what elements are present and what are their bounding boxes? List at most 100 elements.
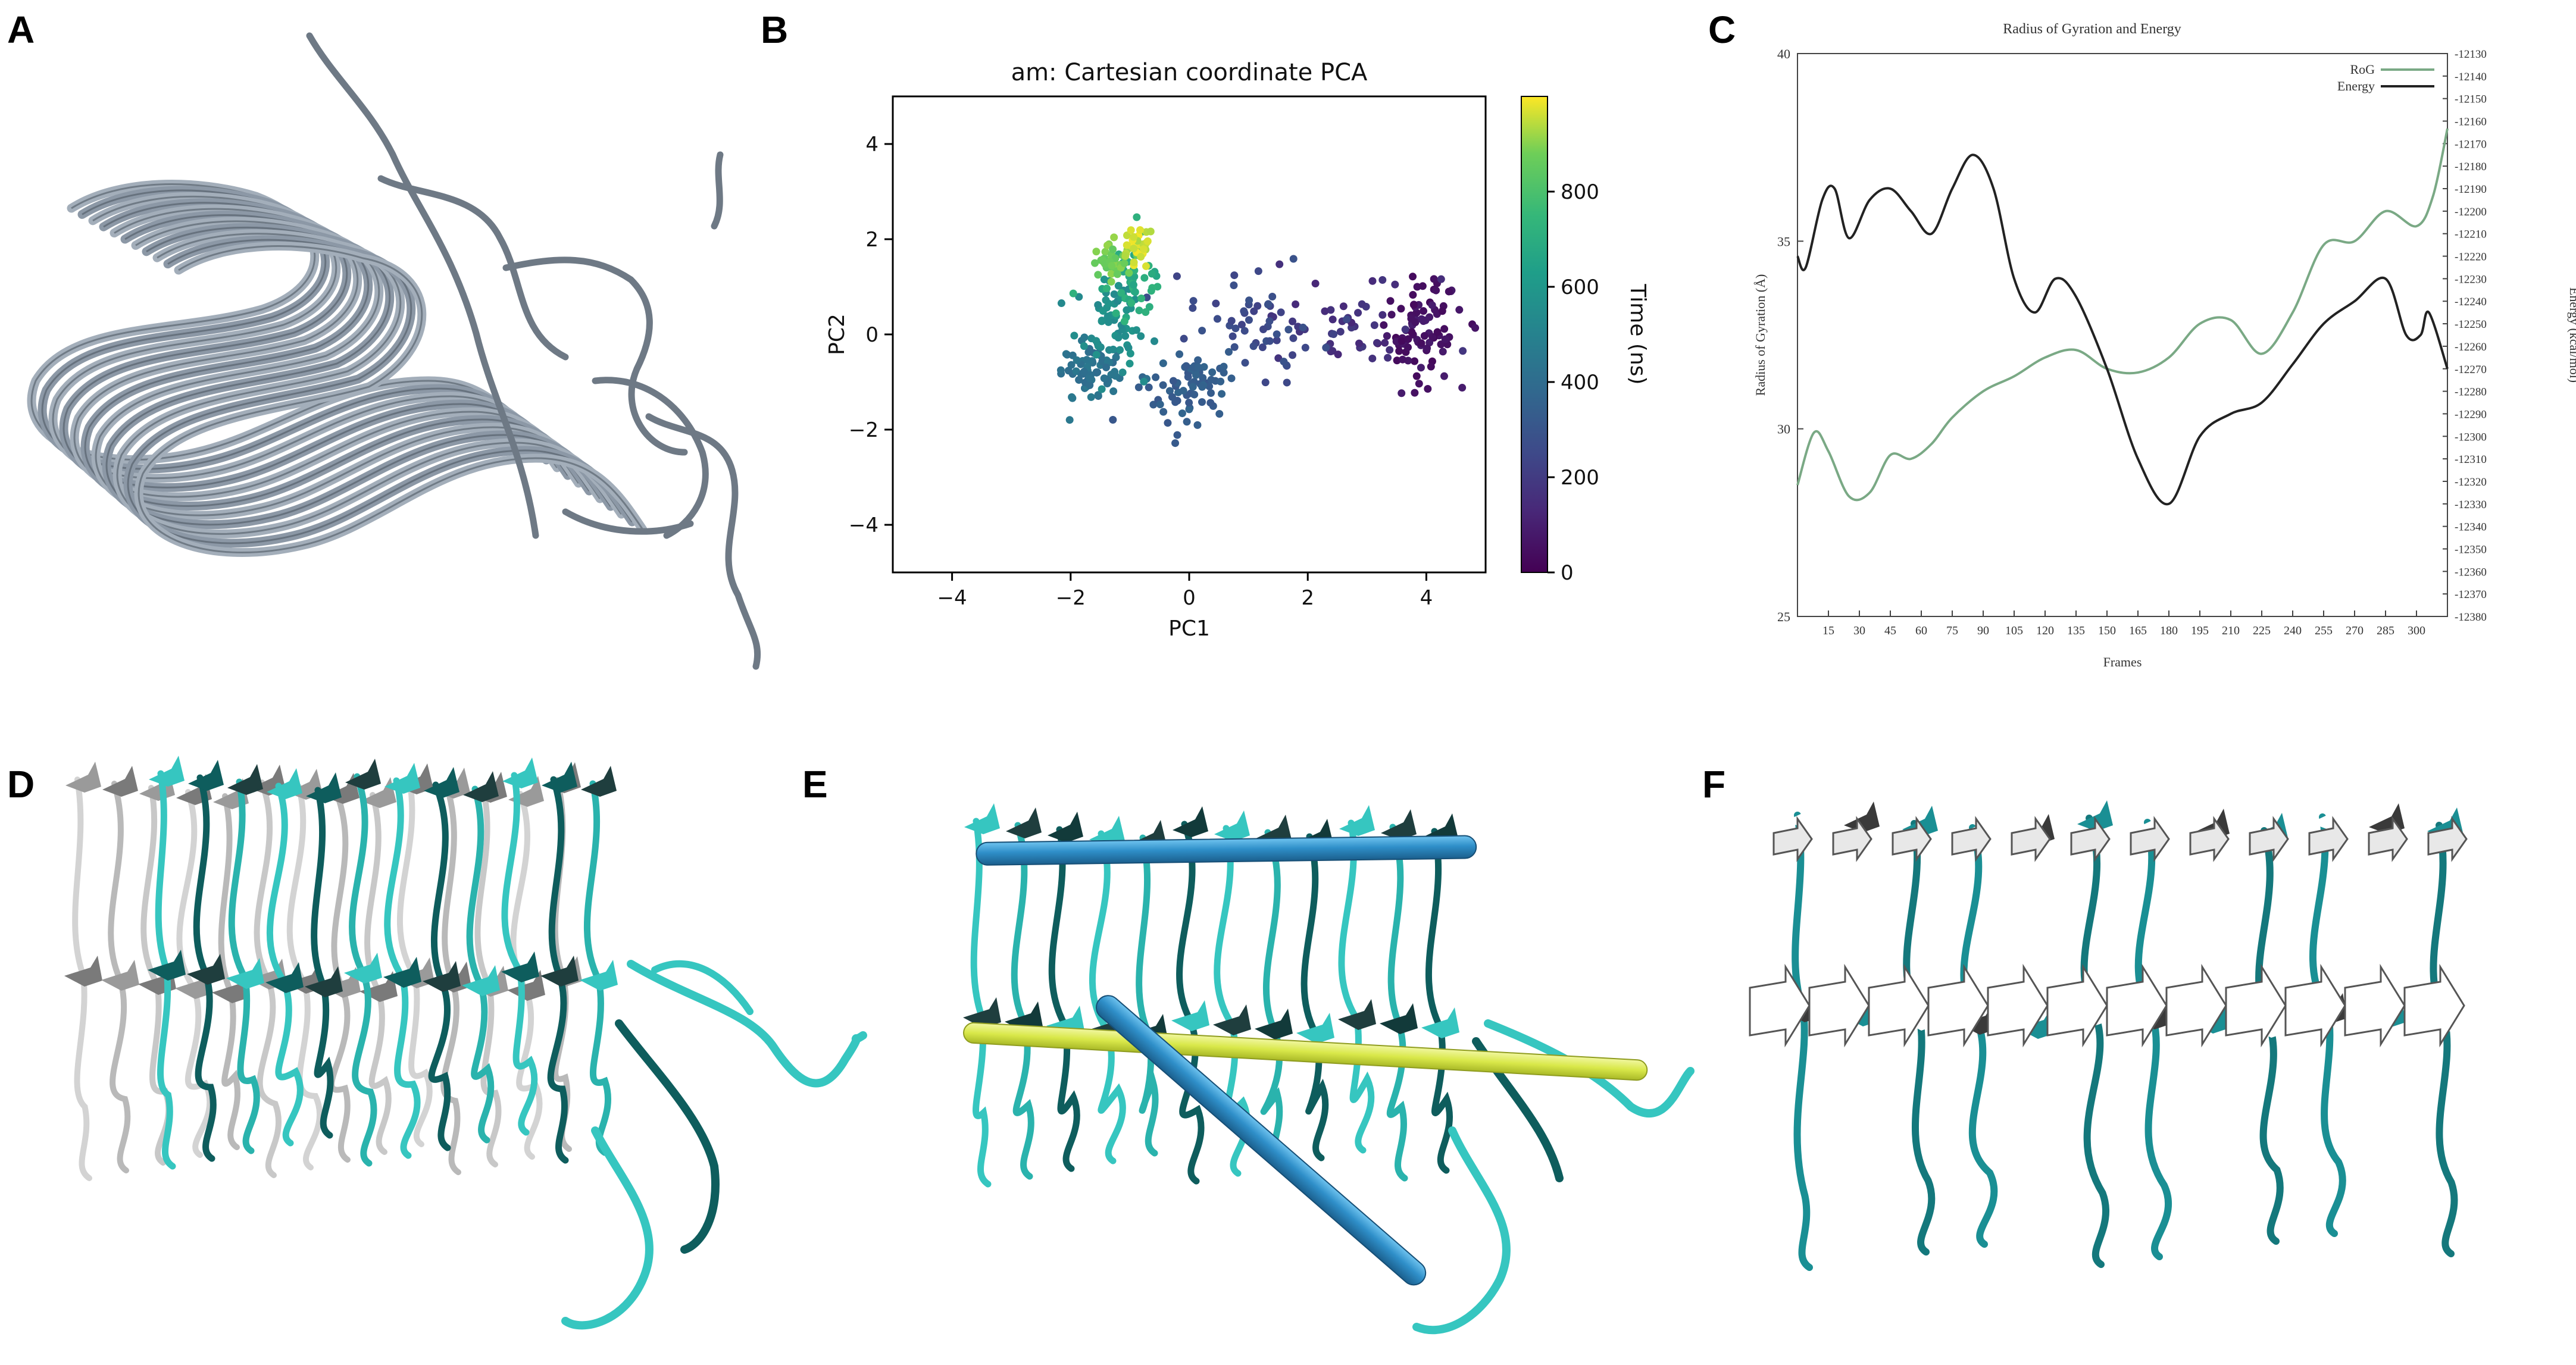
rog-x-tick-label: 15 (1822, 624, 1834, 637)
energy-y-tick-label: -12130 (2455, 48, 2487, 61)
pca-point (1206, 389, 1215, 397)
energy-y-tick-label: -12230 (2455, 273, 2487, 286)
beta-arrow (502, 757, 538, 788)
pca-point (1330, 330, 1338, 339)
pca-point (1148, 270, 1156, 278)
pca-point (1176, 350, 1184, 358)
pca-point (1133, 213, 1141, 221)
pca-point (1131, 288, 1139, 296)
pca-point (1206, 399, 1215, 407)
beta-arrow (1048, 812, 1083, 843)
beta-arrow (175, 968, 213, 999)
strand (474, 787, 502, 1167)
energy-y-tick-label: -12180 (2455, 161, 2487, 173)
energy-y-tick-label: -12340 (2455, 521, 2487, 534)
beta-arrow (1255, 1009, 1293, 1040)
pca-point (1224, 347, 1233, 356)
beta-arrow (212, 972, 250, 1003)
pca-point (1311, 280, 1320, 288)
pca-point (1198, 327, 1206, 335)
pca-point (1213, 315, 1221, 323)
white-beta-arrow (2046, 963, 2108, 1048)
pca-point (1427, 362, 1435, 371)
pca-point (1100, 374, 1108, 383)
colorbar-tick-label: 800 (1561, 180, 1599, 204)
white-beta-arrow (2070, 816, 2111, 862)
pca-point (1420, 331, 1428, 340)
pca-point (1408, 328, 1416, 336)
pca-point (1094, 300, 1102, 309)
pca-point (1183, 418, 1191, 426)
pca-point (1264, 300, 1273, 308)
pca-point (1137, 294, 1146, 302)
pca-point (1080, 333, 1089, 342)
strand (1792, 812, 1813, 1271)
beta-arrow (306, 772, 342, 803)
energy-y-tick-label: -12190 (2455, 183, 2487, 196)
white-beta-arrow (2284, 963, 2346, 1048)
pca-point (1102, 296, 1110, 304)
beta-arrow (187, 954, 225, 985)
pca-point (1199, 374, 1207, 382)
rog-x-tick-label: 75 (1946, 624, 1958, 637)
rog-x-axis-label: Frames (2103, 655, 2142, 669)
rog-x-tick-label: 30 (1853, 624, 1865, 637)
pca-y-tick-label: 2 (865, 228, 879, 252)
pca-point (1123, 231, 1131, 240)
strand (311, 787, 334, 1139)
pca-point (1420, 307, 1428, 315)
pca-point (1113, 270, 1121, 278)
pca-point (1218, 390, 1226, 398)
pca-point (1358, 300, 1366, 308)
pca-point (1231, 324, 1240, 333)
beta-arrow (1171, 1000, 1209, 1031)
rog-energy-lines (1796, 128, 2449, 506)
pca-point (1409, 291, 1417, 299)
pca-point (1189, 304, 1197, 312)
pca-point (1284, 325, 1293, 334)
pca-point (1114, 281, 1123, 290)
pca-point (1397, 305, 1405, 313)
pca-point (1212, 299, 1220, 308)
white-beta-arrow (2106, 963, 2168, 1048)
pca-point (1458, 384, 1467, 392)
rog-chart-title: Radius of Gyration and Energy (2003, 21, 2181, 37)
pca-point (1227, 317, 1236, 325)
rog-x-tick-label: 195 (2191, 624, 2209, 637)
strand (254, 779, 282, 1178)
pca-point (1215, 409, 1224, 418)
panel-letter-a: A (7, 8, 35, 51)
beta-arrow (64, 956, 102, 987)
pca-point (1173, 272, 1181, 280)
pca-point (1336, 327, 1345, 336)
energy-y-tick-label: -12150 (2455, 93, 2487, 106)
beta-arrow (963, 997, 1001, 1028)
pca-point (1421, 316, 1430, 324)
strand (1089, 830, 1126, 1164)
panel-d-structure (64, 756, 867, 1330)
energy-y-tick-label: -12250 (2455, 318, 2487, 331)
pca-point (1159, 381, 1167, 389)
pca-point (1249, 342, 1258, 350)
pca-point (1289, 351, 1297, 359)
pca-point (1395, 347, 1403, 355)
pca-point (1169, 377, 1177, 385)
rog-x-tick-label: 240 (2284, 624, 2302, 637)
pca-point (1273, 336, 1281, 345)
time-colorbar (1521, 96, 1548, 573)
energy-y-tick-label: -12290 (2455, 408, 2487, 421)
energy-y-tick-label: -12320 (2455, 476, 2487, 489)
pca-point (1459, 347, 1467, 355)
pca-point (1110, 233, 1118, 242)
pca-point (1441, 335, 1449, 343)
energy-y-axis-label: Energy (kcal/mol) (2567, 287, 2576, 383)
pca-point (1109, 345, 1117, 353)
pca-point (1354, 309, 1362, 317)
pca-point (1440, 325, 1449, 333)
white-beta-arrow (2011, 816, 2051, 862)
pca-y-axis-label: PC2 (825, 314, 849, 355)
pca-point (1432, 286, 1440, 295)
energy-y-tick-label: -12140 (2455, 71, 2487, 83)
pca-point (1137, 253, 1145, 261)
pca-point (1411, 389, 1419, 397)
